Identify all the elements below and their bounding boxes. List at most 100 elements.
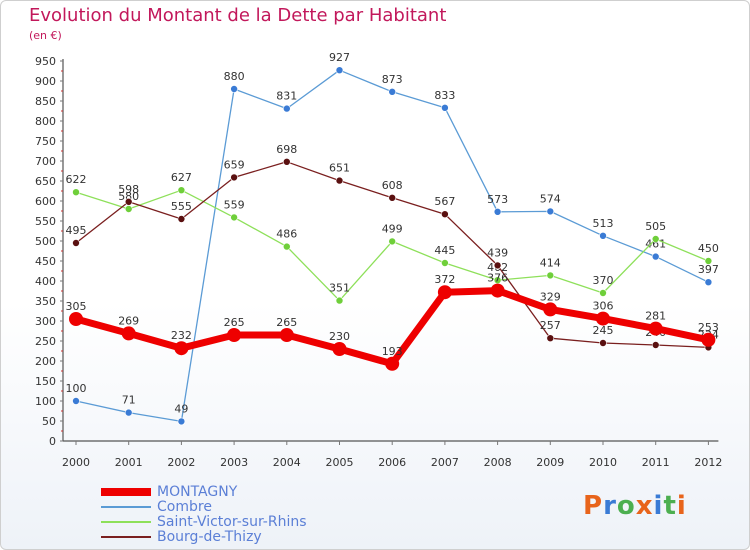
y-tick-label: 200: [35, 355, 56, 368]
data-label: 269: [118, 314, 139, 327]
y-minor-tick: [61, 410, 63, 412]
data-label: 397: [698, 263, 719, 276]
data-point: [546, 207, 555, 216]
y-tick-label: 700: [35, 155, 56, 168]
y-minor-tick: [61, 350, 63, 352]
chart-title: Evolution du Montant de la Dette par Hab…: [29, 5, 447, 26]
data-point: [648, 321, 663, 336]
data-label: 329: [540, 290, 561, 303]
data-point: [701, 332, 716, 347]
data-point: [596, 311, 610, 326]
y-minor-tick: [61, 70, 63, 72]
data-point: [72, 188, 80, 196]
data-label: 580: [118, 190, 139, 203]
data-label: 486: [276, 228, 297, 241]
y-minor-tick: [61, 150, 63, 152]
y-tick-label: 50: [42, 415, 56, 428]
data-label: 505: [645, 220, 666, 233]
y-minor-tick: [61, 250, 63, 252]
y-minor-tick: [61, 90, 63, 92]
data-label: 831: [276, 90, 297, 103]
data-point: [177, 417, 186, 426]
legend-label: Bourg-de-Thizy: [157, 529, 262, 545]
logo-letter: t: [663, 491, 677, 521]
data-point: [335, 176, 344, 185]
data-point: [651, 341, 660, 349]
data-point: [490, 283, 505, 298]
x-tick-label: 2005: [326, 456, 354, 469]
data-point: [651, 252, 660, 261]
data-label: 253: [698, 321, 719, 334]
y-tick-label: 600: [35, 195, 56, 208]
y-tick-label: 150: [35, 375, 56, 388]
y-tick-label: 900: [35, 75, 56, 88]
data-label: 559: [224, 198, 245, 211]
y-tick-label: 650: [35, 175, 56, 188]
y-tick-label: 450: [35, 255, 56, 268]
data-point: [282, 104, 291, 113]
logo-letter: x: [635, 491, 654, 521]
legend-label: Combre: [157, 499, 212, 515]
data-point: [335, 66, 344, 74]
y-tick-label: 250: [35, 335, 56, 348]
data-label: 573: [487, 193, 508, 206]
data-label: 439: [487, 246, 508, 259]
x-tick-label: 2009: [536, 456, 564, 469]
data-point: [704, 278, 713, 287]
data-label: 265: [276, 316, 297, 329]
data-point: [121, 326, 136, 341]
y-minor-tick: [61, 310, 63, 312]
data-point: [72, 239, 80, 247]
legend-label: Saint-Victor-sur-Rhins: [157, 514, 307, 530]
x-tick-label: 2002: [167, 456, 195, 469]
legend-swatch: [101, 536, 151, 538]
data-point: [177, 186, 186, 194]
x-tick-label: 2004: [273, 456, 301, 469]
logo-letter: P: [583, 491, 604, 521]
data-label: 651: [329, 162, 350, 175]
data-label: 622: [66, 173, 87, 186]
data-label: 698: [276, 143, 297, 156]
x-tick-label: 2008: [484, 456, 512, 469]
data-label: 499: [382, 222, 403, 235]
data-point: [599, 339, 607, 347]
data-point: [282, 242, 291, 251]
data-label: 833: [434, 89, 455, 102]
y-minor-tick: [61, 230, 63, 232]
chart-subtitle: (en €): [29, 29, 62, 42]
data-label: 376: [487, 272, 508, 285]
data-label: 513: [593, 217, 614, 230]
data-label: 232: [171, 329, 192, 342]
y-minor-tick: [61, 270, 63, 272]
x-tick-label: 2006: [378, 456, 406, 469]
y-tick-label: 950: [35, 55, 56, 68]
x-tick-label: 2000: [62, 456, 90, 469]
y-minor-tick: [61, 430, 63, 432]
legend-swatch: [101, 488, 151, 496]
data-point: [124, 198, 133, 206]
y-minor-tick: [61, 390, 63, 392]
legend-label: MONTAGNY: [157, 484, 238, 500]
data-point: [441, 210, 449, 218]
data-point: [388, 194, 397, 202]
logo-letter: o: [616, 491, 636, 521]
data-label: 659: [224, 158, 245, 171]
y-tick-label: 800: [35, 115, 56, 128]
legend-swatch: [101, 506, 151, 508]
data-label: 567: [434, 195, 455, 208]
x-tick-label: 2012: [694, 456, 722, 469]
data-label: 574: [540, 192, 561, 205]
y-tick-label: 300: [35, 315, 56, 328]
y-tick-label: 750: [35, 135, 56, 148]
data-label: 351: [329, 282, 350, 295]
data-point: [279, 328, 294, 342]
data-point: [388, 88, 397, 96]
data-point: [69, 312, 83, 326]
x-tick-label: 2010: [589, 456, 617, 469]
y-minor-tick: [61, 290, 63, 292]
y-minor-tick: [61, 110, 63, 112]
data-point: [335, 296, 344, 305]
data-label: 230: [329, 330, 350, 343]
data-label: 100: [66, 382, 87, 395]
data-point: [227, 328, 242, 342]
